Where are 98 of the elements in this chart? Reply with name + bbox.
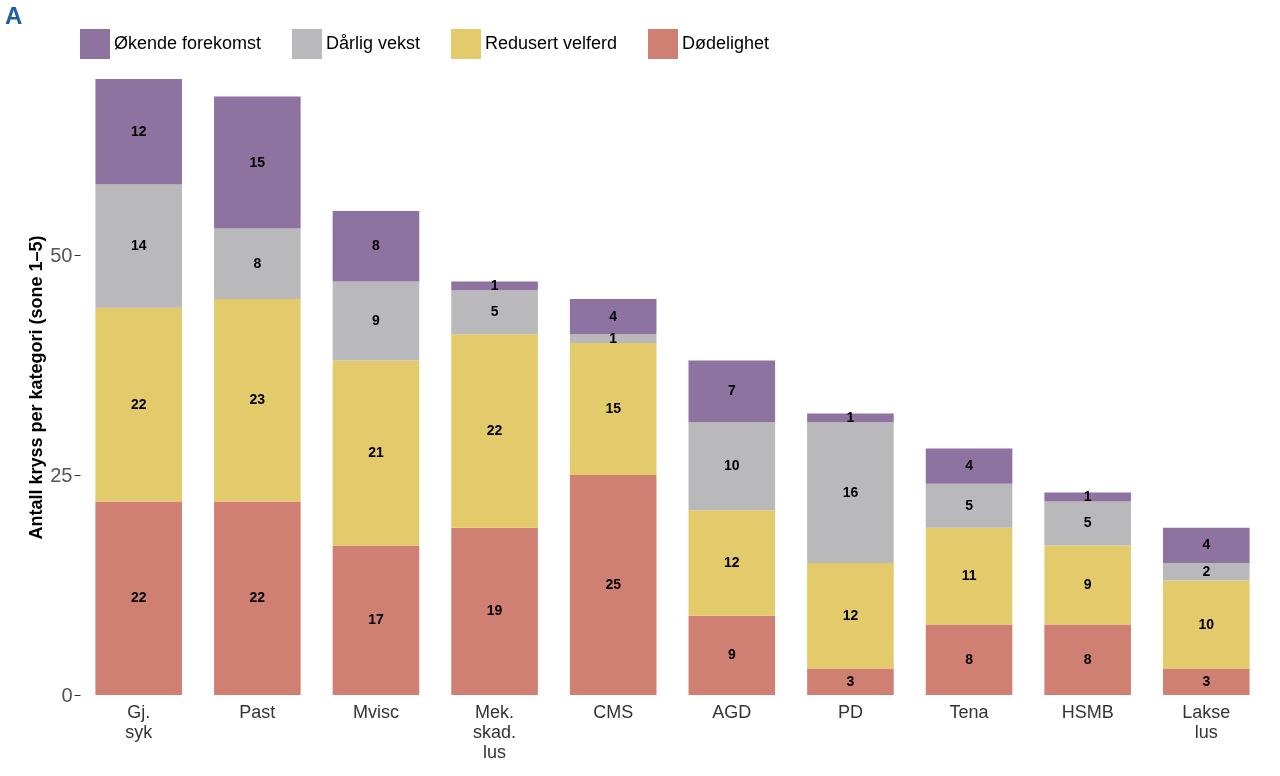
data-label: 8 xyxy=(372,237,381,254)
bar xyxy=(569,299,657,335)
data-label: 17 xyxy=(368,611,384,628)
data-label: 2 xyxy=(1202,562,1211,579)
bar xyxy=(95,79,183,185)
data-label: 1 xyxy=(490,276,499,293)
x-tick-label: AGD xyxy=(712,701,752,722)
bar xyxy=(451,334,538,528)
bar xyxy=(1044,624,1131,695)
bar xyxy=(332,211,420,282)
legend-label: Dødelighet xyxy=(682,33,770,53)
bar xyxy=(807,563,894,669)
bar xyxy=(569,475,657,695)
bar xyxy=(925,527,1013,625)
data-label: 10 xyxy=(724,457,740,474)
bar xyxy=(925,624,1013,695)
data-label: 4 xyxy=(609,307,618,324)
x-tick-label: Tena xyxy=(949,701,990,722)
bar xyxy=(1162,527,1250,563)
text: A xyxy=(5,2,23,29)
data-label: 3 xyxy=(846,672,855,689)
data-label: 9 xyxy=(727,646,736,663)
data-label: 11 xyxy=(961,567,977,584)
bar xyxy=(807,413,894,423)
data-label: 4 xyxy=(1202,536,1211,553)
data-label: 9 xyxy=(372,312,381,328)
data-label: 5 xyxy=(490,303,499,320)
x-tick-label: Mek. skad. lus xyxy=(473,701,517,762)
x-tick-label: PD xyxy=(837,701,863,722)
bar xyxy=(1162,580,1250,669)
bar xyxy=(95,184,183,308)
legend-label: Økende forekomst xyxy=(114,33,262,53)
data-label: 23 xyxy=(249,391,266,408)
bar xyxy=(451,281,538,291)
data-label: 22 xyxy=(130,395,147,412)
bar xyxy=(332,360,420,546)
bar xyxy=(569,343,657,475)
bar xyxy=(451,290,538,335)
bar xyxy=(925,483,1013,528)
data-label: 16 xyxy=(842,483,859,500)
data-label: 22 xyxy=(249,589,266,606)
x-tick-label: Lakse lus xyxy=(1182,701,1231,742)
data-label: 14 xyxy=(130,237,147,254)
data-label: 9 xyxy=(1083,576,1092,592)
bar xyxy=(569,334,657,343)
y-axis-title: Antall kryss per kategori (sone 1–5) xyxy=(26,235,47,540)
bar xyxy=(214,228,301,299)
data-label: 15 xyxy=(249,153,266,170)
legend-label: Dårlig vekst xyxy=(326,33,421,53)
bar xyxy=(688,615,776,695)
data-label: 10 xyxy=(1198,615,1215,632)
data-label: 5 xyxy=(965,496,974,513)
data-label: 1 xyxy=(609,329,618,346)
bar xyxy=(688,422,776,511)
data-label: 8 xyxy=(253,254,262,271)
bar xyxy=(214,299,301,502)
bar xyxy=(451,527,538,695)
x-tick-label: Past xyxy=(239,701,276,722)
data-label: 12 xyxy=(842,606,859,623)
bar xyxy=(95,307,183,502)
data-label: 21 xyxy=(368,444,384,460)
x-tick-label: HSMB xyxy=(1061,701,1114,722)
y-tick-label: 50 xyxy=(50,243,73,266)
data-label: 8 xyxy=(965,650,974,667)
x-tick-label: Gj. syk xyxy=(125,701,154,742)
data-label: 5 xyxy=(1083,514,1092,531)
data-label: 22 xyxy=(486,422,503,438)
y-tick-label: 25 xyxy=(50,463,73,486)
data-label: 4 xyxy=(965,457,974,474)
data-label: 12 xyxy=(130,122,147,139)
bar xyxy=(807,668,894,695)
bar xyxy=(332,281,420,361)
data-label: 7 xyxy=(727,382,736,399)
bar xyxy=(688,510,776,616)
bar xyxy=(332,545,420,695)
legend-label: Redusert velferd xyxy=(485,33,618,53)
data-label: 1 xyxy=(1083,488,1092,504)
data-label: 12 xyxy=(724,554,740,570)
data-label: 15 xyxy=(605,400,622,416)
x-tick-label: CMS xyxy=(593,701,634,722)
data-label: 25 xyxy=(605,576,622,592)
bar xyxy=(807,422,894,563)
bar xyxy=(1044,501,1131,546)
bar xyxy=(1044,545,1131,625)
data-label: 8 xyxy=(1083,650,1092,667)
y-tick-label: 0 xyxy=(61,683,73,706)
data-label: 19 xyxy=(486,602,503,619)
bar xyxy=(95,501,183,695)
x-tick-label: Mvisc xyxy=(352,701,399,722)
data-label: 1 xyxy=(846,408,855,425)
bar xyxy=(925,448,1013,484)
bar xyxy=(1162,563,1250,581)
bar xyxy=(1162,668,1250,695)
bar xyxy=(214,501,301,695)
bar xyxy=(688,360,776,423)
bar xyxy=(214,96,301,229)
data-label: 22 xyxy=(130,589,147,606)
data-label: 3 xyxy=(1202,672,1211,689)
